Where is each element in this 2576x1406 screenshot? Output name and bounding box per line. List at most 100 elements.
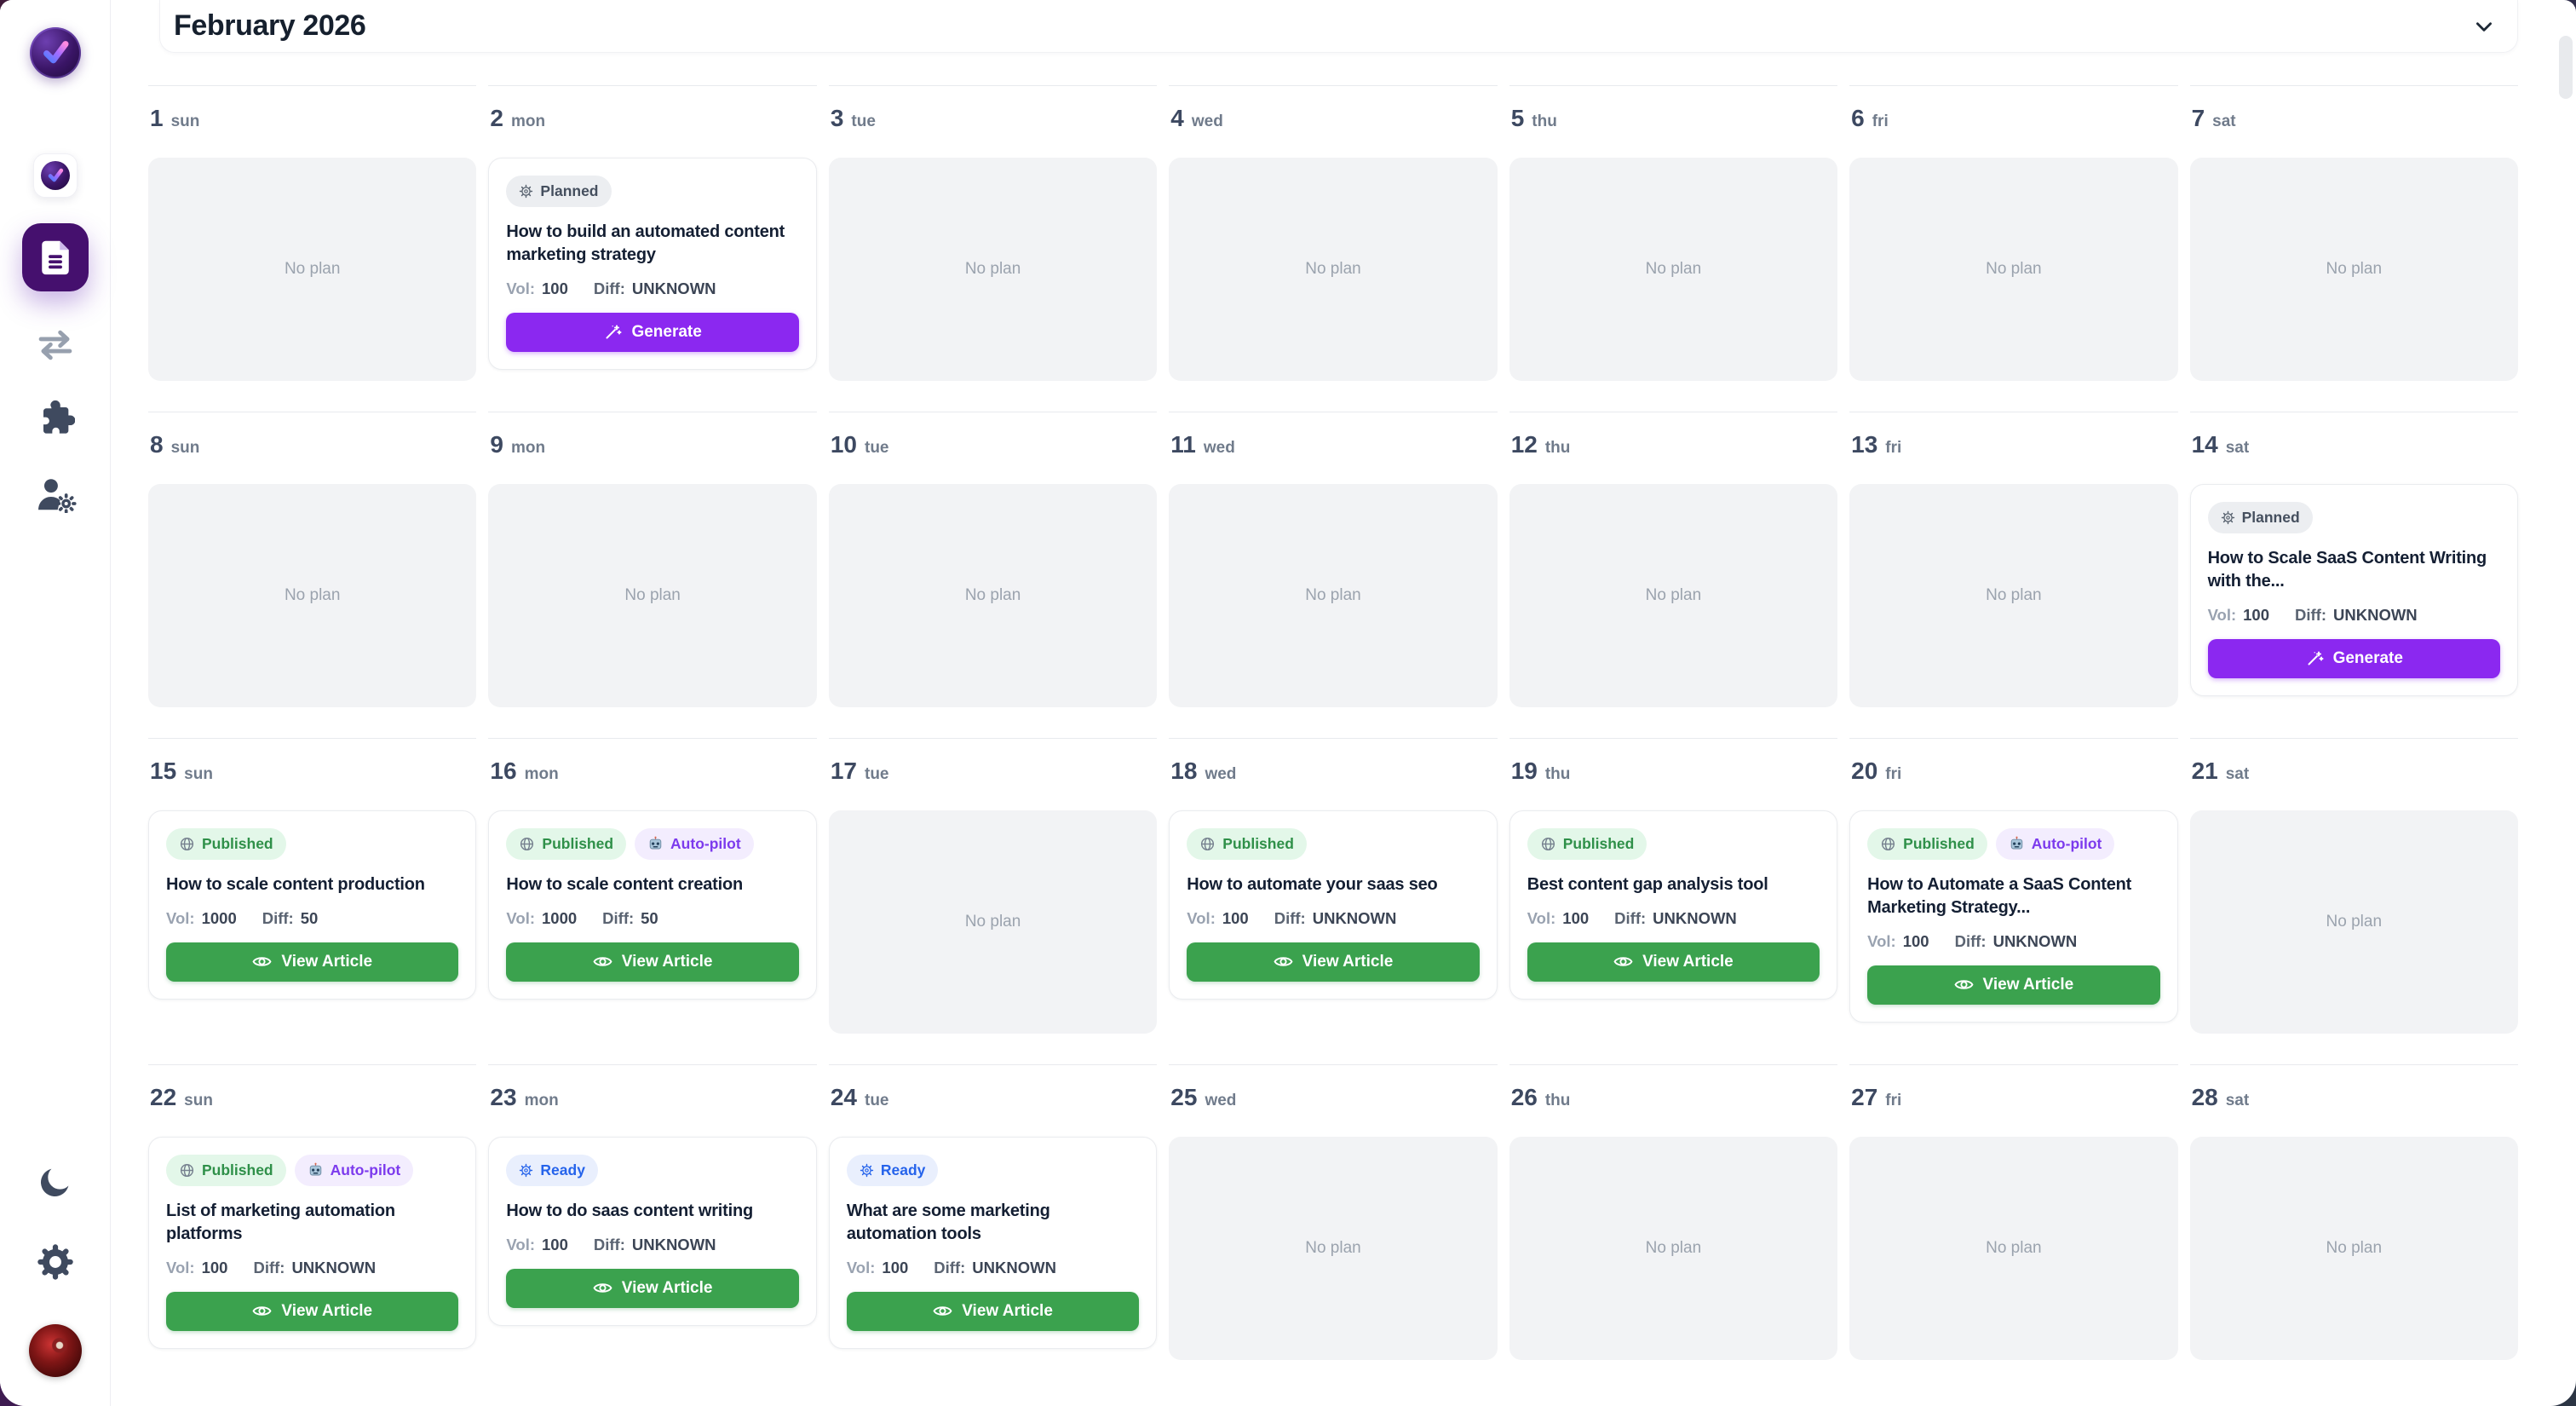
settings-button[interactable] (37, 1243, 74, 1285)
content-card: Published How to scale content productio… (148, 810, 477, 1000)
view-article-button[interactable]: View Article (1187, 942, 1480, 982)
diff-value: UNKNOWN (2333, 605, 2418, 624)
view-article-button[interactable]: View Article (506, 1268, 799, 1308)
scrollbar-thumb[interactable] (2559, 36, 2573, 99)
vol-label: Vol: (1187, 908, 1216, 927)
no-plan-box: No plan (1169, 158, 1498, 381)
day-cell: 11 wed No plan (1169, 412, 1498, 707)
no-plan-box: No plan (1849, 484, 2178, 707)
sidebar-item-content-plan[interactable] (21, 223, 89, 291)
sidebar-item-integrations[interactable] (36, 399, 75, 438)
action-label: View Article (1302, 952, 1394, 971)
view-article-button[interactable]: View Article (846, 1291, 1140, 1331)
day-cell: 6 fri No plan (1849, 85, 2178, 381)
day-cell: 5 thu No plan (1509, 85, 1838, 381)
day-cell: 21 sat No plan (2189, 738, 2518, 1034)
card-title: How to build an automated content market… (506, 222, 785, 264)
content-card: Ready How to do saas content writing Vol… (488, 1137, 817, 1326)
no-plan-label: No plan (1645, 1239, 1702, 1257)
no-plan-label: No plan (964, 260, 1021, 278)
globe-icon (180, 1163, 194, 1178)
user-gear-icon (37, 479, 77, 513)
vol-label: Vol: (846, 1258, 876, 1276)
eye-icon (933, 1306, 952, 1316)
badge-label: Auto-pilot (330, 1161, 401, 1178)
no-plan-label: No plan (1305, 586, 1361, 604)
vol-value: 100 (882, 1258, 909, 1276)
vol-label: Vol: (506, 908, 535, 927)
day-weekday: wed (1203, 439, 1235, 457)
diff-label: Diff: (602, 908, 635, 927)
vol-value: 1000 (542, 908, 578, 927)
action-label: View Article (621, 952, 713, 971)
no-plan-label: No plan (1986, 586, 2042, 604)
moon-icon (40, 1168, 68, 1197)
no-plan-box: No plan (1849, 1137, 2178, 1360)
day-number: 24 (830, 1084, 857, 1110)
generate-button[interactable]: Generate (506, 312, 799, 352)
gear-icon (2221, 510, 2234, 525)
day-cell: 14 sat Planned How to Scale SaaS Content… (2189, 412, 2518, 707)
no-plan-box: No plan (828, 484, 1158, 707)
eye-icon (593, 1283, 612, 1294)
card-title: How to Automate a SaaS Content Marketing… (1867, 875, 2132, 917)
content-card: Planned How to build an automated conten… (488, 158, 817, 370)
diff-value: UNKNOWN (1312, 908, 1397, 927)
badge-autopilot: Auto-pilot (1995, 828, 2115, 860)
day-cell: 28 sat No plan (2189, 1064, 2518, 1360)
chevron-down-icon (2476, 22, 2492, 32)
day-weekday: fri (1885, 765, 1902, 783)
no-plan-box: No plan (1849, 158, 2178, 381)
day-weekday: mon (511, 439, 546, 457)
badge-published: Published (1187, 828, 1307, 860)
account-avatar[interactable] (28, 1324, 82, 1377)
badge-published: Published (506, 828, 627, 860)
day-number: 10 (830, 431, 857, 458)
card-title: How to do saas content writing (506, 1201, 753, 1220)
diff-label: Diff: (253, 1258, 285, 1276)
day-number: 9 (490, 431, 503, 458)
diff-value: UNKNOWN (631, 1235, 716, 1253)
no-plan-box: No plan (1509, 1137, 1838, 1360)
view-article-button[interactable]: View Article (1527, 942, 1820, 982)
day-weekday: sat (2225, 1092, 2250, 1109)
day-number: 23 (490, 1084, 517, 1110)
theme-toggle-button[interactable] (37, 1164, 73, 1204)
view-article-button[interactable]: View Article (1867, 965, 2160, 1005)
diff-value: UNKNOWN (291, 1258, 377, 1276)
sidebar-item-user-settings[interactable] (33, 475, 78, 513)
day-cell: 20 fri Published Auto-pilot How to Automa… (1849, 738, 2178, 1034)
vol-label: Vol: (506, 279, 535, 297)
badge-label: Published (1222, 835, 1294, 852)
day-weekday: fri (1872, 112, 1889, 130)
day-cell: 18 wed Published How to automate your sa… (1169, 738, 1498, 1034)
day-number: 17 (830, 758, 857, 784)
day-number: 22 (150, 1084, 177, 1110)
sidebar-item-transfer[interactable] (35, 329, 76, 361)
day-cell: 10 tue No plan (828, 412, 1158, 707)
sidebar-item-workspace[interactable] (32, 153, 78, 198)
badge-autopilot: Auto-pilot (635, 828, 754, 860)
diff-label: Diff: (934, 1258, 966, 1276)
action-label: View Article (621, 1278, 713, 1297)
card-meta: Vol: 1000 Diff: 50 (506, 909, 798, 928)
day-number: 25 (1170, 1084, 1198, 1110)
month-collapse-button[interactable] (2473, 15, 2495, 37)
no-plan-box: No plan (1509, 484, 1838, 707)
badge-label: Published (1562, 835, 1635, 852)
badge-label: Auto-pilot (2031, 835, 2102, 852)
robot-icon (309, 1162, 321, 1176)
diff-value: 50 (641, 908, 658, 927)
generate-button[interactable]: Generate (2207, 638, 2500, 678)
card-meta: Vol: 100 Diff: UNKNOWN (847, 1259, 1139, 1277)
view-article-button[interactable]: View Article (166, 1291, 459, 1331)
no-plan-label: No plan (2326, 260, 2383, 278)
badge-ready: Ready (506, 1155, 598, 1186)
diff-label: Diff: (593, 279, 625, 297)
action-label: View Article (1982, 975, 2074, 994)
badge-label: Published (542, 835, 614, 852)
document-icon (41, 240, 69, 275)
no-plan-box: No plan (1169, 1137, 1498, 1360)
view-article-button[interactable]: View Article (506, 942, 799, 982)
view-article-button[interactable]: View Article (166, 942, 459, 982)
